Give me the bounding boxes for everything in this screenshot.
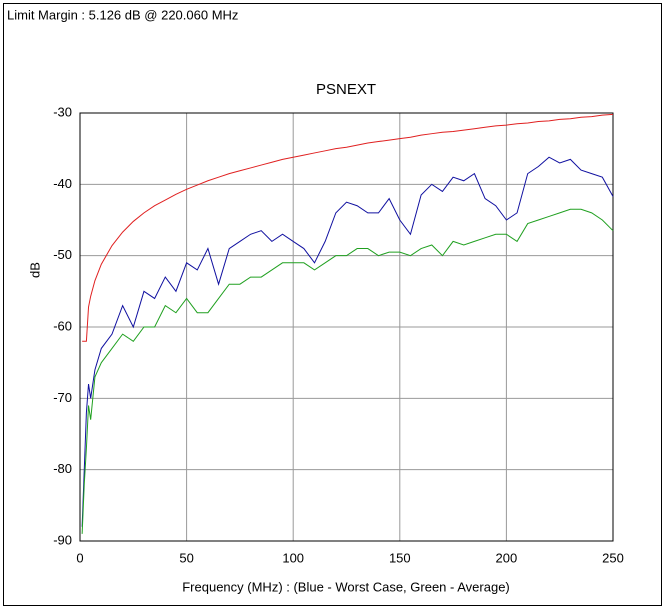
chart-title: PSNEXT (316, 81, 376, 98)
series-line (81, 208, 614, 534)
series-line (81, 156, 614, 527)
plot-frame (79, 112, 614, 542)
y-tick-label: -50 (53, 247, 72, 262)
x-axis-label: Frequency (MHz) : (Blue - Worst Case, Gr… (182, 579, 510, 594)
y-tick-label: -80 (53, 461, 72, 476)
y-tick-label: -90 (53, 532, 72, 547)
y-tick-label: -30 (53, 104, 72, 119)
y-axis-label: dB (27, 262, 42, 278)
x-tick-label: 250 (602, 550, 624, 565)
x-tick-label: 200 (496, 550, 518, 565)
x-tick-label: 100 (282, 550, 304, 565)
y-tick-label: -60 (53, 318, 72, 333)
series-line (82, 113, 614, 342)
y-tick-label: -40 (53, 176, 72, 191)
header: Limit Margin : 5.126 dB @ 220.060 MHz (7, 7, 238, 22)
panel-border (3, 3, 662, 606)
x-tick-label: 0 (76, 550, 83, 565)
x-tick-label: 50 (179, 550, 193, 565)
x-tick-label: 150 (389, 550, 411, 565)
y-tick-label: -70 (53, 390, 72, 405)
